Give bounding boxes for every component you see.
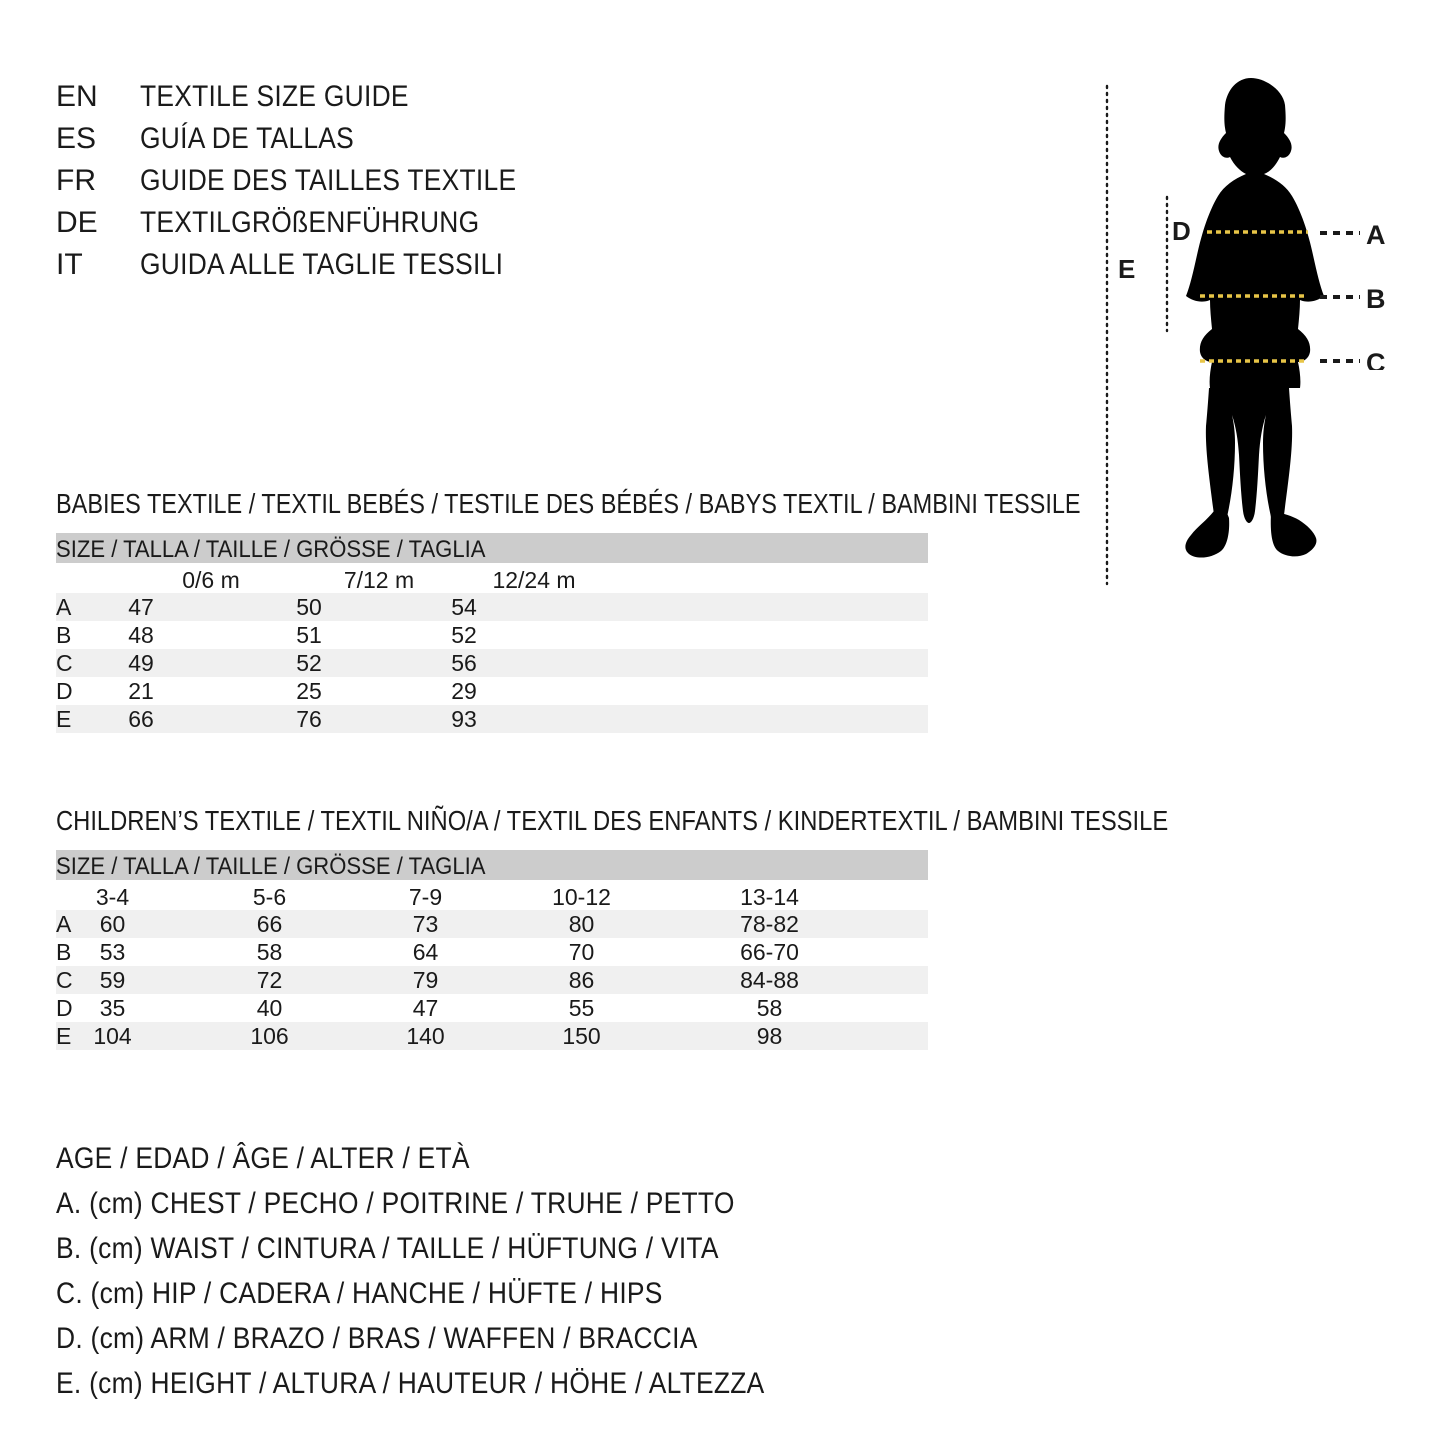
svg-text:C: C	[1366, 348, 1386, 370]
svg-text:A: A	[1366, 225, 1386, 250]
svg-text:E: E	[1118, 254, 1135, 284]
svg-text:B: B	[1366, 284, 1386, 314]
